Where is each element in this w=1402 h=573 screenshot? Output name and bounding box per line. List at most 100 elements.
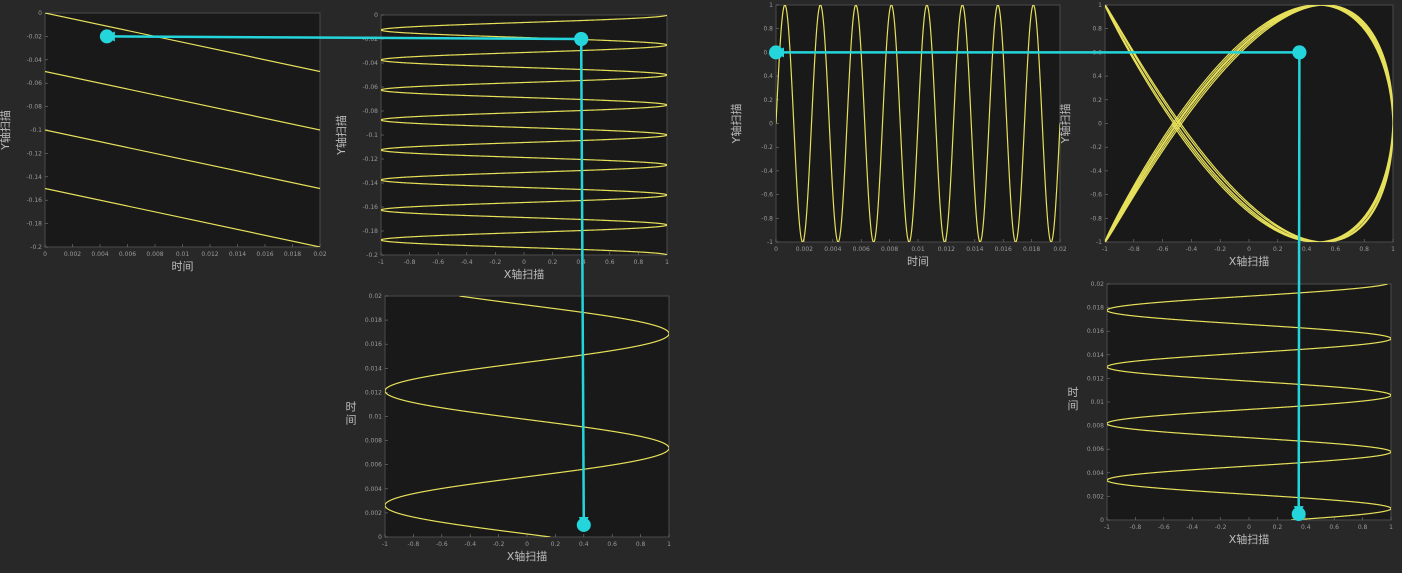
series-line — [381, 15, 667, 255]
x-tick-label: 0.006 — [853, 246, 870, 253]
x-tick-label: 0 — [522, 259, 526, 266]
y-tick-label: 0.02 — [1091, 281, 1105, 288]
y-tick-label: 0.008 — [1087, 423, 1104, 430]
chart-l2: -1-0.8-0.6-0.4-0.200.20.40.60.810-0.02-0… — [334, 12, 669, 281]
x-tick-label: 0.016 — [256, 251, 273, 258]
y-tick-label: -0.16 — [26, 197, 42, 204]
y-tick-label: -0.1 — [30, 127, 42, 134]
y-tick-label: -0.4 — [1090, 168, 1102, 175]
x-tick-label: 0.002 — [64, 251, 81, 258]
y-tick-label: -0.18 — [362, 228, 378, 235]
y-tick-label: 0.012 — [365, 389, 382, 396]
x-tick-label: -0.4 — [1186, 524, 1198, 531]
x-tick-label: 0.002 — [796, 246, 813, 253]
series-line — [45, 70, 320, 131]
series-line — [1107, 284, 1391, 520]
y-tick-label: 0 — [769, 121, 773, 128]
x-tick-label: 0.2 — [1273, 524, 1283, 531]
y-tick-label: 0.01 — [369, 414, 383, 421]
y-tick-label: -0.6 — [761, 192, 773, 199]
x-axis-label: 时间 — [172, 260, 194, 273]
arrow-end-dot — [769, 45, 783, 60]
y-tick-label: -0.02 — [26, 33, 42, 40]
series-line — [45, 187, 320, 247]
plot-area — [44, 12, 321, 248]
y-tick-label: -0.08 — [26, 104, 42, 111]
x-tick-label: -0.6 — [432, 259, 444, 266]
y-tick-label: -0.02 — [362, 36, 378, 43]
x-tick-label: 0.6 — [605, 259, 615, 266]
y-tick-label: 0.2 — [1092, 97, 1102, 104]
y-tick-label: 0.2 — [763, 97, 773, 104]
y-tick-label: -1 — [1096, 239, 1102, 246]
y-tick-label: 0.016 — [1087, 328, 1104, 335]
arrow-end-dot — [99, 29, 114, 44]
y-tick-label: -0.08 — [362, 108, 378, 115]
arrow-start-dot — [574, 32, 589, 46]
y-tick-label: 0.006 — [365, 462, 382, 469]
x-tick-label: 0.8 — [634, 259, 644, 266]
x-tick-label: 0.014 — [966, 246, 983, 253]
x-tick-label: 0.02 — [313, 251, 327, 258]
x-tick-label: 0.008 — [146, 251, 163, 258]
y-tick-label: 0 — [1098, 121, 1102, 128]
y-tick-label: 0.8 — [763, 26, 773, 33]
y-tick-label: 0.002 — [1087, 493, 1104, 500]
y-tick-label: 0.01 — [1091, 399, 1105, 406]
series-line — [776, 5, 1060, 242]
x-tick-label: 0.2 — [551, 541, 561, 548]
trace-arrow — [574, 32, 591, 532]
chart-r1: 0 0.002 0.004 0.006 0.008 0.01 0.012 0.014 0.016… — [729, 2, 1067, 268]
x-tick-label: -1 — [1102, 246, 1108, 253]
y-tick-label: 0.002 — [365, 510, 382, 517]
y-tick-label: 0.016 — [365, 341, 382, 348]
y-tick-label: 0 — [1100, 517, 1104, 524]
y-tick-label: -0.16 — [362, 204, 378, 211]
arrow-line — [1293, 52, 1304, 517]
chart-r2: -1-0.8-0.6-0.4-0.200.20.40.60.8110.80.60… — [1058, 2, 1395, 268]
y-tick-label: 0 — [378, 534, 382, 541]
y-tick-label: 0.8 — [1092, 26, 1102, 33]
x-tick-label: 0.2 — [548, 259, 558, 266]
y-tick-label: 0.6 — [763, 49, 773, 56]
x-tick-label: -0.4 — [464, 541, 476, 548]
x-tick-label: -1 — [1104, 524, 1110, 531]
x-tick-label: 0.02 — [1053, 246, 1067, 253]
y-tick-label: -0.14 — [26, 174, 42, 181]
x-tick-label: 0 — [774, 246, 778, 253]
x-tick-label: -0.8 — [404, 259, 416, 266]
chart-r3: -1 -0.8 -0.6 -0.4 -0.2 0 0.2 0.4 0.6 0.8 1 0 0.002 0.… — [1068, 281, 1394, 546]
x-tick-label: 0.018 — [1023, 246, 1040, 253]
x-tick-label: -0.4 — [461, 259, 473, 266]
x-tick-label: 0.8 — [1358, 524, 1368, 531]
x-tick-label: -0.4 — [1186, 246, 1198, 253]
y-tick-label: 0.4 — [1092, 73, 1102, 80]
y-axis-label: Y轴扫描 — [1058, 104, 1072, 145]
y-tick-label: -0.4 — [761, 168, 773, 175]
plot-area — [380, 14, 668, 256]
x-tick-label: 0.008 — [881, 246, 898, 253]
y-axis-label: 时间 — [346, 401, 357, 427]
plot-area — [384, 295, 670, 538]
x-tick-label: 0.012 — [201, 251, 218, 258]
y-tick-label: 0.006 — [1087, 446, 1104, 453]
y-tick-label: 0.008 — [365, 438, 382, 445]
x-tick-label: -0.2 — [1215, 524, 1227, 531]
y-tick-label: -0.04 — [26, 57, 42, 64]
y-tick-label: -0.2 — [1090, 144, 1102, 151]
x-tick-label: 0.6 — [1329, 524, 1339, 531]
x-tick-label: 0.6 — [1331, 246, 1341, 253]
x-tick-label: 0 — [43, 251, 47, 258]
x-tick-label: -0.2 — [490, 259, 502, 266]
x-axis-label: 时间 — [907, 255, 929, 268]
x-tick-label: 0.6 — [607, 541, 617, 548]
x-tick-label: 0.012 — [938, 246, 955, 253]
x-tick-label: -0.6 — [436, 541, 448, 548]
plot-area — [1106, 283, 1392, 521]
x-axis-label: X轴扫描 — [1229, 532, 1270, 546]
x-tick-label: 0 — [525, 541, 529, 548]
x-tick-label: 0.4 — [1302, 246, 1312, 253]
x-tick-label: 0.01 — [911, 246, 925, 253]
y-tick-label: 0.012 — [1087, 375, 1104, 382]
